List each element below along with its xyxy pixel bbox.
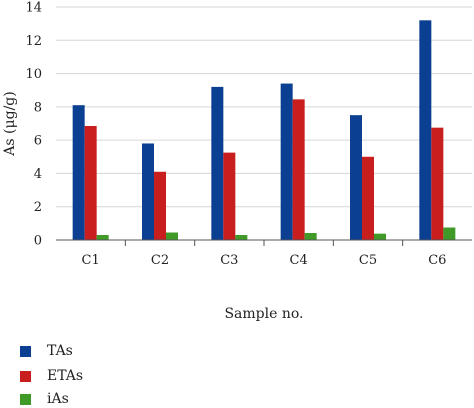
bar-etas-c4 bbox=[292, 99, 305, 240]
legend-swatch-tas bbox=[20, 345, 31, 357]
x-tick-label: C2 bbox=[151, 253, 169, 268]
y-tick-label: 10 bbox=[25, 67, 42, 82]
legend-label-ias: iAs bbox=[47, 391, 69, 407]
bar-etas-c6 bbox=[431, 127, 444, 240]
y-tick-label: 0 bbox=[34, 234, 42, 249]
legend-item-etas: ETAs bbox=[20, 367, 83, 385]
y-tick-label: 4 bbox=[34, 167, 42, 182]
bar-ias-c1 bbox=[96, 235, 109, 240]
bar-tas-c3 bbox=[211, 86, 224, 240]
x-tick-label: C4 bbox=[290, 253, 308, 268]
y-tick-label: 8 bbox=[34, 100, 42, 115]
bar-etas-c5 bbox=[362, 156, 374, 240]
bars bbox=[72, 20, 456, 240]
bar-tas-c4 bbox=[280, 83, 293, 240]
bar-tas-c1 bbox=[72, 105, 85, 240]
bar-ias-c5 bbox=[374, 233, 386, 240]
bar-etas-c1 bbox=[84, 125, 97, 240]
bar-ias-c2 bbox=[166, 232, 178, 240]
legend-item-ias: iAs bbox=[20, 390, 69, 408]
x-tick-label: C6 bbox=[428, 253, 446, 268]
y-tick-label: 2 bbox=[34, 200, 42, 215]
y-tick-label: 14 bbox=[25, 1, 42, 16]
x-tick-label: C3 bbox=[220, 253, 238, 268]
x-tick-label: C1 bbox=[82, 253, 100, 268]
legend-label-tas: TAs bbox=[47, 343, 73, 359]
x-axis-ticks: C1 C2 C3 C4 C5 C6 bbox=[82, 240, 446, 268]
y-tick-label: 6 bbox=[34, 134, 42, 149]
legend-item-tas: TAs bbox=[20, 342, 73, 360]
bar-tas-c6 bbox=[419, 20, 432, 240]
bar-ias-c4 bbox=[304, 233, 317, 240]
bar-etas-c2 bbox=[154, 171, 166, 240]
bar-tas-c2 bbox=[142, 143, 154, 240]
legend-swatch-etas bbox=[20, 370, 31, 382]
bar-ias-c6 bbox=[443, 227, 456, 240]
x-tick-label: C5 bbox=[359, 253, 377, 268]
x-axis-title: Sample no. bbox=[224, 306, 303, 322]
bar-etas-c3 bbox=[223, 152, 236, 240]
bar-ias-c3 bbox=[235, 235, 248, 240]
gridlines bbox=[56, 6, 472, 208]
y-axis-ticks: 0 2 4 6 8 10 12 14 bbox=[25, 1, 42, 249]
y-tick-label: 12 bbox=[25, 34, 42, 49]
legend-swatch-ias bbox=[20, 393, 31, 405]
legend-label-etas: ETAs bbox=[47, 368, 84, 384]
y-axis-title: As (μg/g) bbox=[2, 91, 18, 156]
bar-tas-c5 bbox=[350, 115, 362, 240]
